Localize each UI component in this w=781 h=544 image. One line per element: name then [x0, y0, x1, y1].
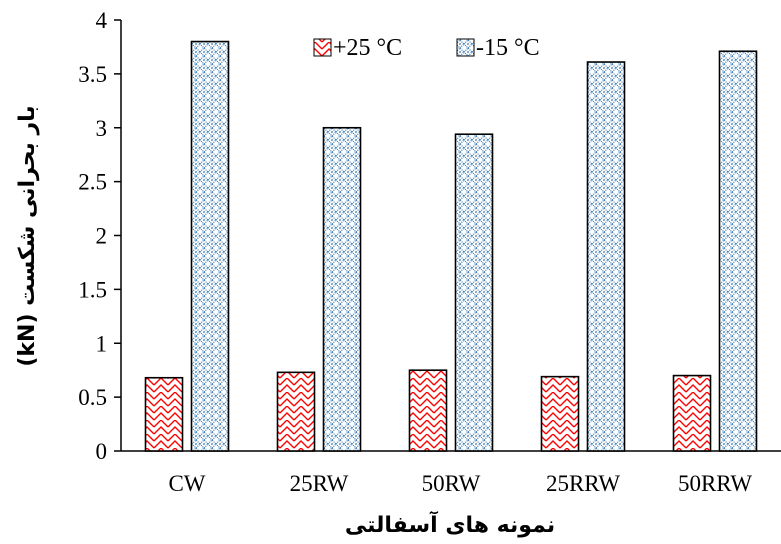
y-tick-label-2: 1 [96, 331, 108, 356]
x-tick-labels: CW 25RW 50RW 25RRW 50RRW [168, 471, 752, 496]
legend-swatch-series-1 [313, 38, 332, 57]
legend: +25 °C -15 °C [313, 35, 540, 61]
y-tick-marks [114, 19, 121, 452]
legend-label-series-1: +25 °C [333, 35, 402, 61]
bar-series2-50RRW [718, 50, 758, 452]
y-tick-label-5: 2.5 [78, 170, 107, 195]
x-tick-label-50RW: 50RW [422, 471, 481, 496]
x-tick-label-50RRW: 50RRW [678, 471, 752, 496]
y-tick-label-3: 1.5 [78, 277, 107, 302]
legend-swatch-series-2 [456, 38, 475, 57]
bar-series1-25RW [276, 371, 316, 452]
y-tick-label-1: 0.5 [78, 385, 107, 410]
y-tick-label-0: 0 [96, 439, 108, 464]
x-tick-label-25RRW: 25RRW [546, 471, 620, 496]
bar-series2-25RW [322, 126, 362, 452]
y-axis-label: بار بحرانی شکست (kN) [15, 105, 40, 366]
y-tick-label-4: 2 [96, 224, 108, 249]
y-tick-label-6: 3 [96, 116, 108, 141]
bar-series2-50RW [454, 133, 494, 452]
legend-label-series-2: -15 °C [476, 35, 540, 61]
bars [144, 40, 758, 452]
bar-series1-50RW [408, 369, 448, 452]
bar-series1-CW [144, 376, 184, 452]
x-tick-label-25RW: 25RW [290, 471, 349, 496]
bar-series2-CW [190, 40, 230, 452]
y-tick-label-8: 4 [96, 8, 108, 33]
y-tick-label-7: 3.5 [78, 62, 107, 87]
x-tick-label-CW: CW [168, 471, 205, 496]
bar-series1-50RRW [672, 374, 712, 452]
x-axis-label: نمونه های آسفالتی [345, 510, 555, 538]
bar-series2-25RRW [586, 61, 626, 452]
bar-series1-25RRW [540, 375, 580, 452]
y-tick-labels: 0 0.5 1 1.5 2 2.5 3 3.5 4 [78, 8, 107, 464]
